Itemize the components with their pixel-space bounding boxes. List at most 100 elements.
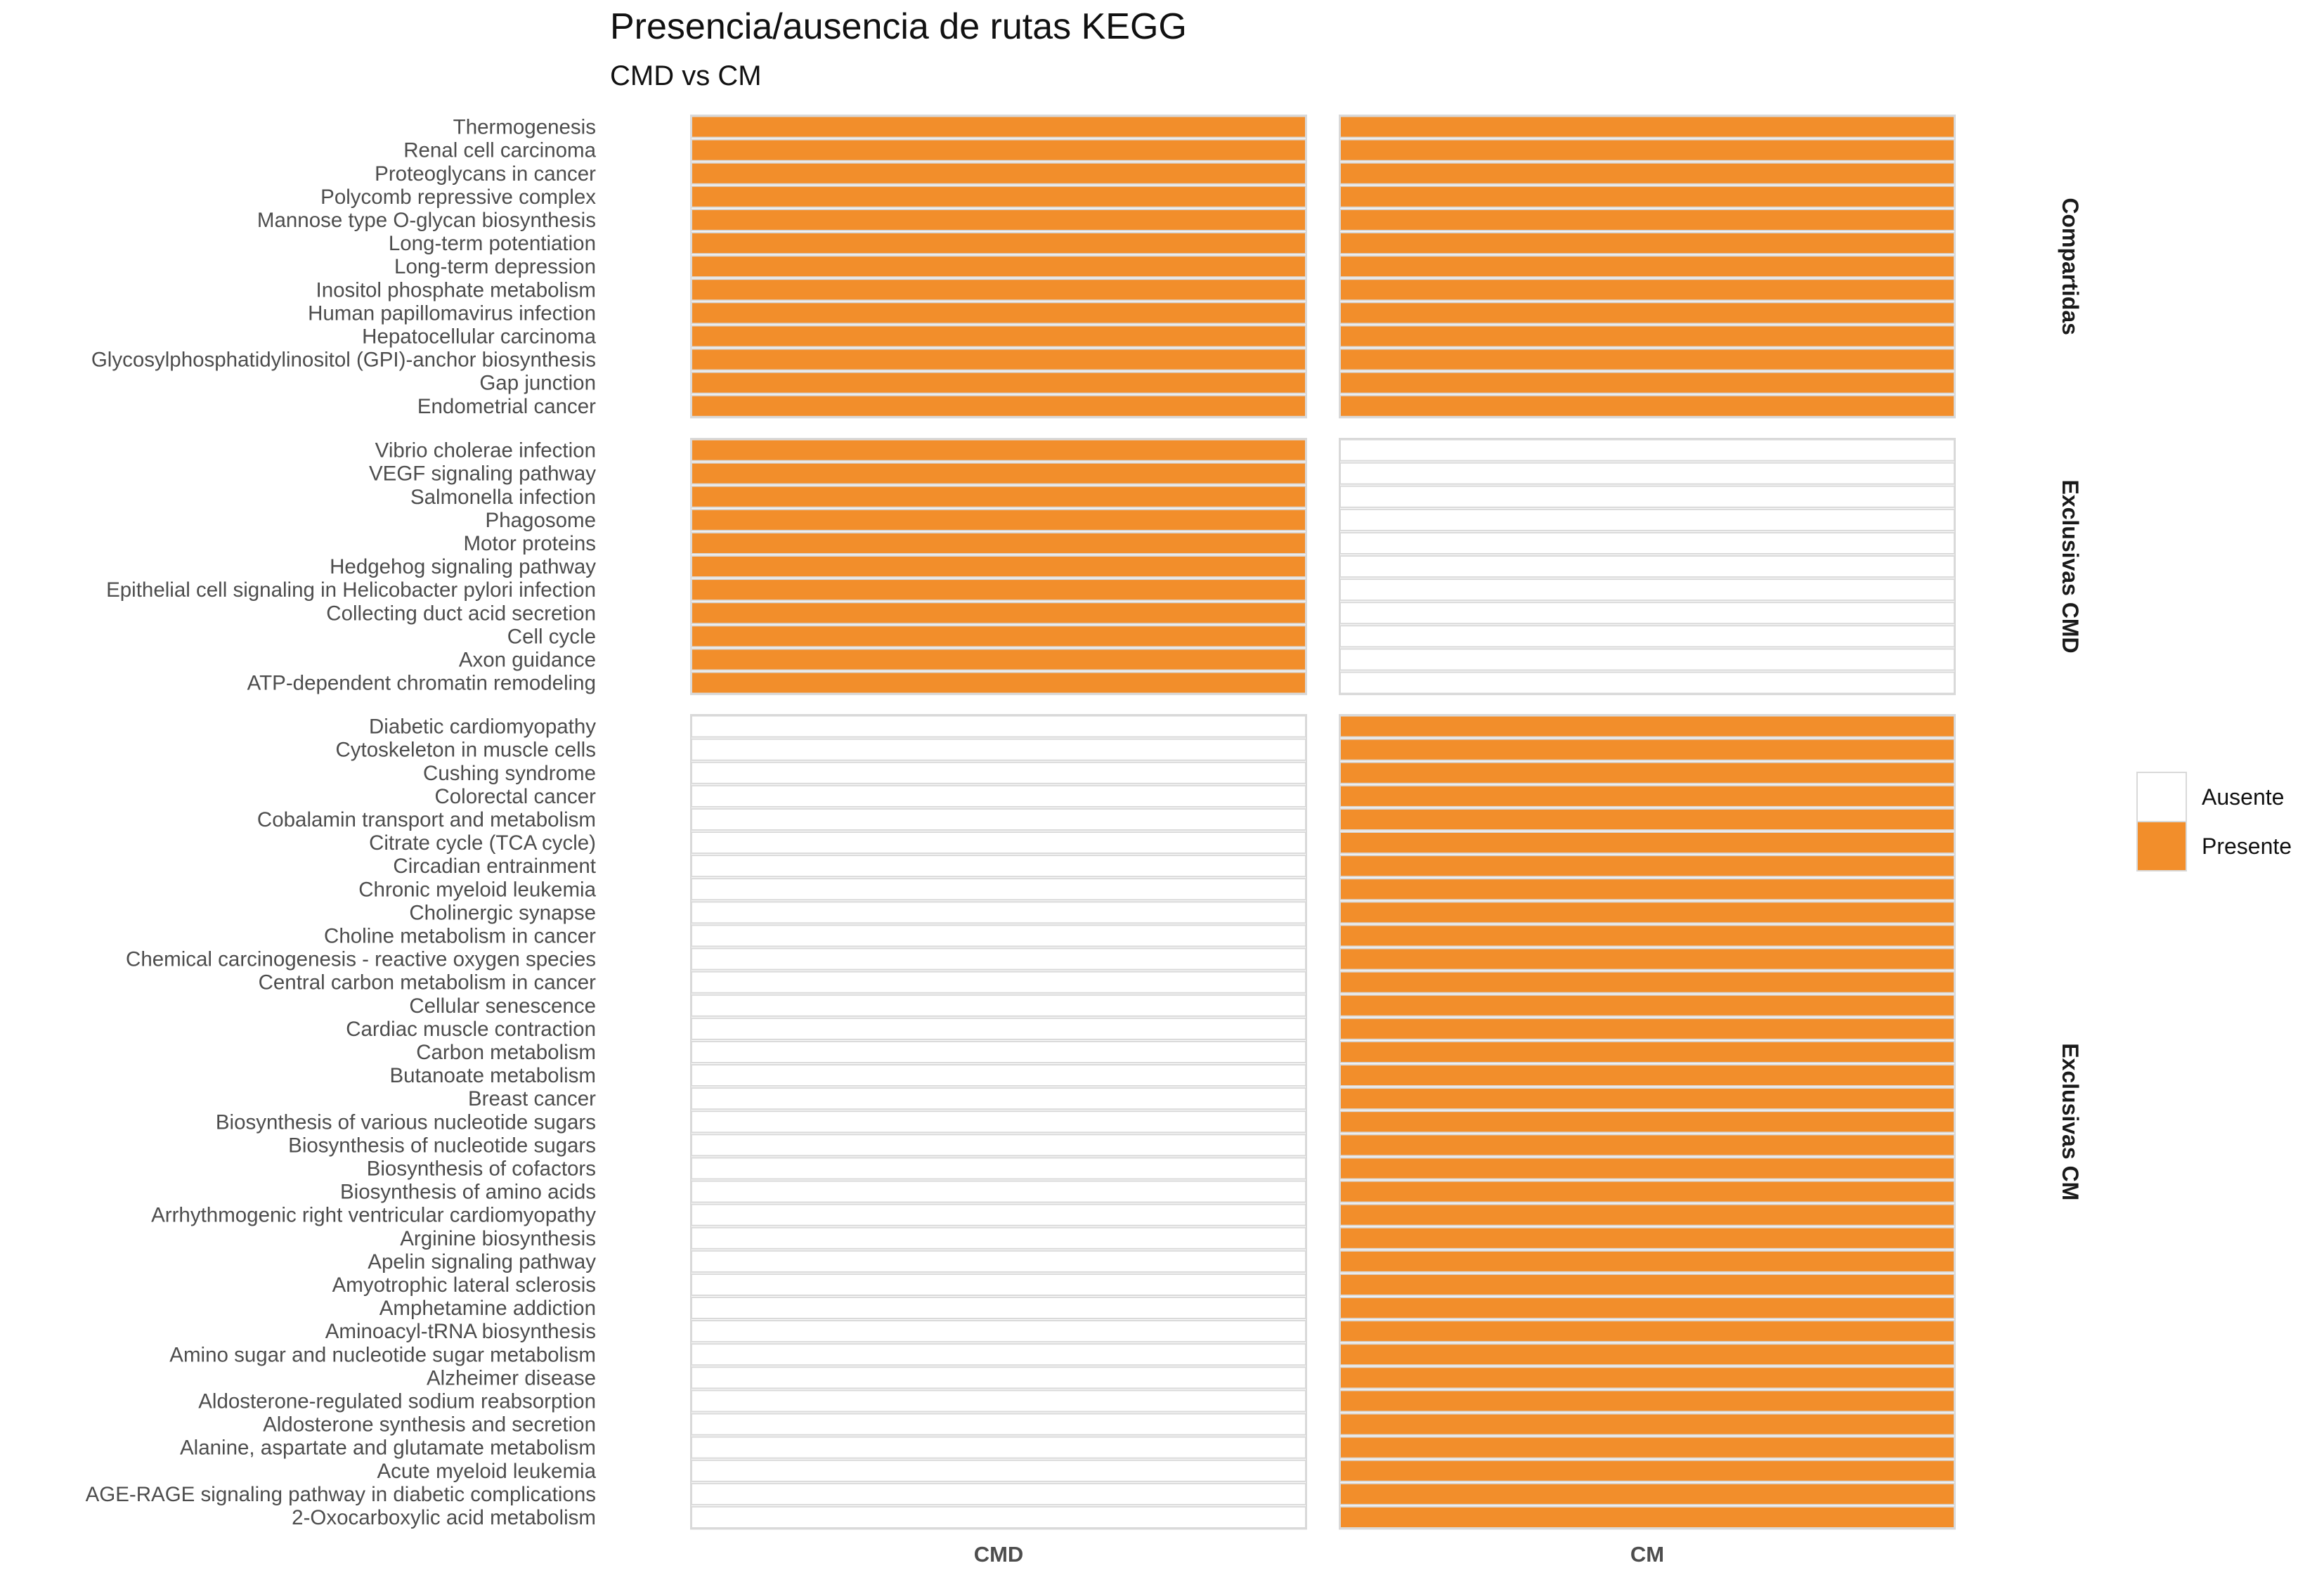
y-tick-label: Colorectal cancer <box>434 785 596 808</box>
tile-cushing-syndrome-cm <box>1339 761 1955 784</box>
y-tick-label: Epithelial cell signaling in Helicobacte… <box>106 578 596 602</box>
y-tick-label: Collecting duct acid secretion <box>326 602 596 625</box>
tile-salmonella-infection-cmd <box>691 485 1306 508</box>
facet-strip-label: Compartidas <box>2058 197 2083 335</box>
tile-cardiac-muscle-contraction-cm <box>1339 1017 1955 1040</box>
tile-colorectal-cancer-cmd <box>691 784 1306 808</box>
tile-mannose-type-o-glycan-biosynthesis-cm <box>1339 208 1955 231</box>
tile-human-papillomavirus-infection-cm <box>1339 302 1955 325</box>
y-tick-label: Citrate cycle (TCA cycle) <box>369 831 596 855</box>
tile-biosynthesis-of-cofactors-cm <box>1339 1157 1955 1180</box>
tile-polycomb-repressive-complex-cmd <box>691 185 1306 208</box>
x-tick-label-cm: CM <box>1630 1542 1664 1567</box>
y-tick-label: VEGF signaling pathway <box>369 462 596 486</box>
y-tick-label: Central carbon metabolism in cancer <box>259 971 597 994</box>
tile-renal-cell-carcinoma-cmd <box>691 138 1306 162</box>
tile-long-term-depression-cmd <box>691 255 1306 278</box>
tile-cellular-senescence-cm <box>1339 994 1955 1017</box>
facet-strip-label: Exclusivas CMD <box>2058 479 2083 653</box>
tile-long-term-potentiation-cm <box>1339 232 1955 255</box>
y-tick-label: Chemical carcinogenesis - reactive oxyge… <box>126 948 596 971</box>
y-tick-label: AGE-RAGE signaling pathway in diabetic c… <box>86 1483 596 1506</box>
tile-central-carbon-metabolism-in-cancer-cm <box>1339 971 1955 994</box>
tile-apelin-signaling-pathway-cm <box>1339 1250 1955 1273</box>
y-tick-label: Butanoate metabolism <box>389 1064 596 1087</box>
tile-biosynthesis-of-nucleotide-sugars-cm <box>1339 1134 1955 1157</box>
tile-gap-junction-cm <box>1339 371 1955 394</box>
y-tick-label: Arginine biosynthesis <box>400 1227 596 1250</box>
tile-age-rage-signaling-pathway-in-diabetic-complications-cm <box>1339 1482 1955 1505</box>
tile-endometrial-cancer-cmd <box>691 394 1306 417</box>
tile-colorectal-cancer-cm <box>1339 784 1955 808</box>
tile-epithelial-cell-signaling-in-helicobacter-pylori-infection-cm <box>1339 578 1955 602</box>
tile-thermogenesis-cmd <box>691 115 1306 138</box>
tile-aldosterone-regulated-sodium-reabsorption-cm <box>1339 1389 1955 1413</box>
tile-endometrial-cancer-cm <box>1339 394 1955 417</box>
tile-hepatocellular-carcinoma-cm <box>1339 325 1955 348</box>
y-tick-label: Salmonella infection <box>410 486 596 509</box>
y-tick-label: Thermogenesis <box>453 116 596 139</box>
tile-acute-myeloid-leukemia-cm <box>1339 1459 1955 1482</box>
tile-polycomb-repressive-complex-cm <box>1339 185 1955 208</box>
tile-hedgehog-signaling-pathway-cmd <box>691 555 1306 578</box>
y-tick-label: Cardiac muscle contraction <box>346 1018 596 1041</box>
tile-arrhythmogenic-right-ventricular-cardiomyopathy-cmd <box>691 1203 1306 1226</box>
tile-amphetamine-addiction-cm <box>1339 1297 1955 1320</box>
y-tick-label: Endometrial cancer <box>417 395 596 418</box>
tile-arginine-biosynthesis-cmd <box>691 1226 1306 1250</box>
tile-butanoate-metabolism-cm <box>1339 1064 1955 1087</box>
tile-salmonella-infection-cm <box>1339 485 1955 508</box>
tile-aminoacyl-trna-biosynthesis-cm <box>1339 1320 1955 1343</box>
tile-diabetic-cardiomyopathy-cm <box>1339 715 1955 738</box>
tile-axon-guidance-cm <box>1339 648 1955 671</box>
y-tick-label: Renal cell carcinoma <box>403 139 596 162</box>
y-tick-label: Biosynthesis of cofactors <box>367 1157 596 1180</box>
tile-alanine-aspartate-and-glutamate-metabolism-cmd <box>691 1436 1306 1459</box>
tile-biosynthesis-of-cofactors-cmd <box>691 1157 1306 1180</box>
tile-central-carbon-metabolism-in-cancer-cmd <box>691 971 1306 994</box>
tile-chemical-carcinogenesis-reactive-oxygen-species-cm <box>1339 947 1955 971</box>
tile-cholinergic-synapse-cmd <box>691 901 1306 924</box>
tile-amino-sugar-and-nucleotide-sugar-metabolism-cmd <box>691 1343 1306 1366</box>
y-tick-label: Polycomb repressive complex <box>320 186 596 209</box>
tile-cushing-syndrome-cmd <box>691 761 1306 784</box>
tile-chemical-carcinogenesis-reactive-oxygen-species-cmd <box>691 947 1306 971</box>
tile-choline-metabolism-in-cancer-cm <box>1339 924 1955 947</box>
y-tick-label: Diabetic cardiomyopathy <box>369 715 596 739</box>
tile-cellular-senescence-cmd <box>691 994 1306 1017</box>
y-tick-label: Long-term potentiation <box>389 232 596 255</box>
y-tick-label: Amphetamine addiction <box>379 1297 596 1320</box>
tile-diabetic-cardiomyopathy-cmd <box>691 715 1306 738</box>
tile-vibrio-cholerae-infection-cmd <box>691 439 1306 462</box>
y-tick-label: 2-Oxocarboxylic acid metabolism <box>292 1506 596 1529</box>
tile-biosynthesis-of-amino-acids-cm <box>1339 1180 1955 1203</box>
tile-2-oxocarboxylic-acid-metabolism-cmd <box>691 1505 1306 1529</box>
y-tick-label: Aldosterone synthesis and secretion <box>263 1413 596 1437</box>
y-tick-label: Alanine, aspartate and glutamate metabol… <box>180 1437 596 1460</box>
y-tick-label: Biosynthesis of amino acids <box>340 1181 596 1204</box>
tile-chronic-myeloid-leukemia-cm <box>1339 878 1955 901</box>
y-tick-label: Glycosylphosphatidylinositol (GPI)-ancho… <box>91 349 596 372</box>
tile-hepatocellular-carcinoma-cmd <box>691 325 1306 348</box>
tile-chronic-myeloid-leukemia-cmd <box>691 878 1306 901</box>
tile-vegf-signaling-pathway-cm <box>1339 462 1955 485</box>
legend-key-presente <box>2136 821 2187 871</box>
y-tick-label: Amyotrophic lateral sclerosis <box>332 1273 596 1297</box>
y-tick-label: Vibrio cholerae infection <box>375 439 596 462</box>
tile-amphetamine-addiction-cmd <box>691 1297 1306 1320</box>
tile-circadian-entrainment-cm <box>1339 855 1955 878</box>
tile-human-papillomavirus-infection-cmd <box>691 302 1306 325</box>
chart-title: Presencia/ausencia de rutas KEGG <box>610 6 1187 47</box>
tile-cardiac-muscle-contraction-cmd <box>691 1017 1306 1040</box>
y-tick-label: ATP-dependent chromatin remodeling <box>247 672 596 695</box>
tile-glycosylphosphatidylinositol-gpi-anchor-biosynthesis-cm <box>1339 348 1955 371</box>
tile-citrate-cycle-tca-cycle-cmd <box>691 831 1306 855</box>
y-tick-label: Circadian entrainment <box>393 855 596 878</box>
tile-long-term-depression-cm <box>1339 255 1955 278</box>
tile-acute-myeloid-leukemia-cmd <box>691 1459 1306 1482</box>
tile-amino-sugar-and-nucleotide-sugar-metabolism-cm <box>1339 1343 1955 1366</box>
tile-collecting-duct-acid-secretion-cmd <box>691 602 1306 625</box>
y-tick-label: Alzheimer disease <box>427 1366 596 1389</box>
y-tick-label: Cell cycle <box>507 625 596 648</box>
